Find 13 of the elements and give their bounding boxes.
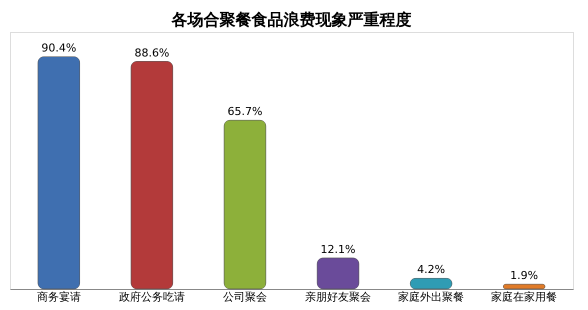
data-label: 1.9%	[510, 269, 538, 282]
chart-title: 各场合聚餐食品浪费现象严重程度	[170, 10, 412, 29]
x-tick-label: 家庭外出聚餐	[398, 290, 464, 304]
data-label: 12.1%	[320, 242, 356, 256]
data-label: 65.7%	[227, 105, 262, 118]
x-tick-label: 亲朋好友聚会	[305, 290, 372, 304]
data-label: 88.6%	[134, 46, 170, 60]
x-tick-label: 家庭在家用餐	[491, 290, 558, 304]
x-tick-label: 公司聚会	[222, 290, 267, 304]
x-tick-label: 商务宴请	[36, 290, 81, 304]
data-label: 4.2%	[417, 263, 446, 276]
x-tick-label: 政府公务吃请	[118, 290, 185, 304]
data-label: 90.4%	[41, 42, 76, 55]
